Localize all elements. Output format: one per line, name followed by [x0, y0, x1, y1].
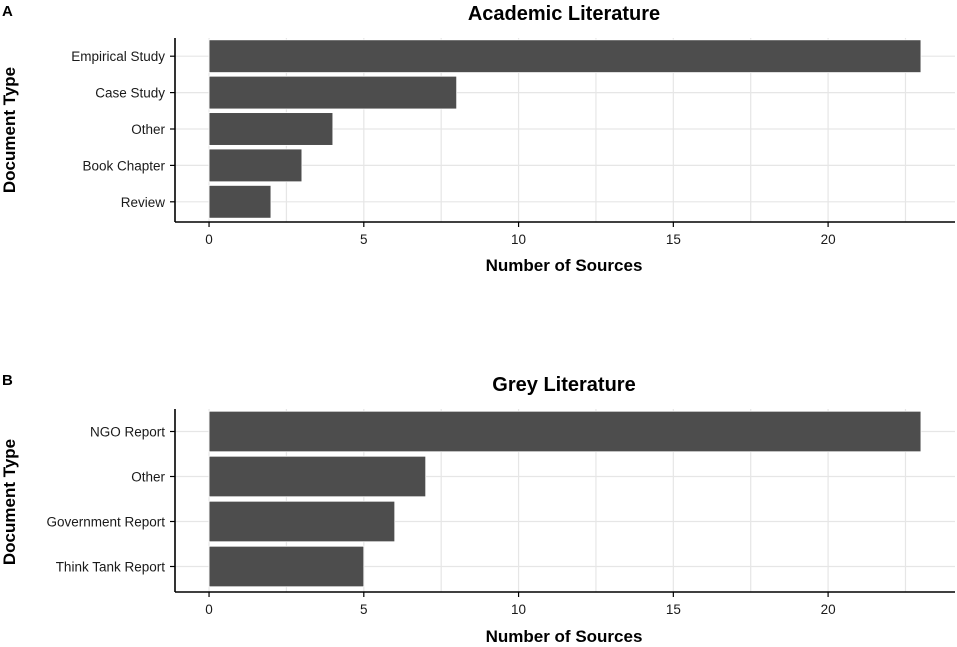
bar: [208, 148, 303, 183]
y-tick-label: Book Chapter: [82, 158, 165, 173]
x-tick-label: 10: [511, 602, 526, 617]
x-tick-label: 5: [360, 602, 368, 617]
panel-b: B Grey Literature 0 5 10 15 20 NGO Report Othe…: [0, 372, 955, 646]
y-tick-label: Other: [131, 470, 165, 485]
x-tick-label: 15: [666, 602, 681, 617]
bar: [208, 185, 272, 219]
bar: [208, 75, 458, 110]
y-tick-label: Empirical Study: [71, 49, 165, 64]
x-tick-label: 20: [821, 232, 836, 247]
y-tick-label: NGO Report: [90, 425, 165, 440]
bar: [208, 500, 396, 543]
x-tick-label: 20: [821, 602, 836, 617]
x-tick-label: 0: [205, 602, 213, 617]
x-tick-label: 5: [360, 232, 368, 247]
panel-tag: B: [2, 372, 13, 389]
y-tick-label: Other: [131, 122, 165, 137]
panel-a: A Academic Literature 0 5 10 15 20 Empirical …: [0, 3, 955, 275]
y-axis-title: Document Type: [0, 439, 19, 565]
y-tick-label: Case Study: [95, 86, 165, 101]
y-axis-title: Document Type: [0, 67, 19, 193]
x-axis-title: Number of Sources: [486, 627, 643, 646]
bar: [208, 39, 922, 73]
x-axis-title: Number of Sources: [486, 256, 643, 275]
bar: [208, 410, 922, 453]
y-tick-label: Think Tank Report: [56, 560, 166, 575]
chart-title: Grey Literature: [492, 374, 635, 396]
y-tick-label: Review: [121, 195, 166, 210]
y-tick-label: Government Report: [46, 515, 165, 530]
bar: [208, 112, 334, 146]
x-tick-label: 10: [511, 232, 526, 247]
x-tick-label: 15: [666, 232, 681, 247]
x-tick-label: 0: [205, 232, 213, 247]
chart-title: Academic Literature: [468, 3, 660, 25]
bar: [208, 545, 365, 588]
bar: [208, 455, 427, 498]
panel-tag: A: [2, 3, 13, 20]
